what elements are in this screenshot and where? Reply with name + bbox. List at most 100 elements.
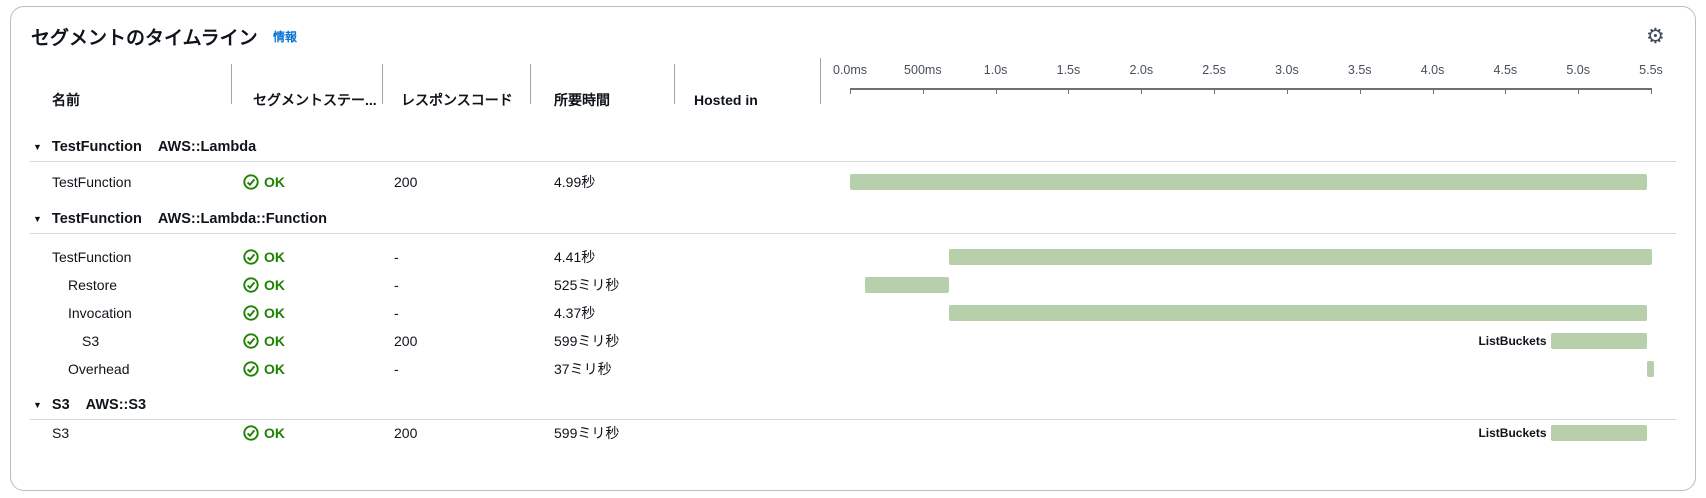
response-code: - bbox=[394, 249, 399, 265]
timeline-bar[interactable] bbox=[850, 174, 1647, 190]
timeline-ruler bbox=[850, 88, 1651, 90]
segment-row[interactable]: S3 OK 200 599ミリ秒 ListBuckets bbox=[0, 327, 1706, 355]
ruler-tick bbox=[1359, 88, 1361, 94]
duration: 4.37秒 bbox=[554, 305, 596, 321]
segment-name: S3 bbox=[82, 333, 100, 349]
status-ok-icon bbox=[243, 249, 259, 265]
segment-name: Invocation bbox=[68, 305, 132, 321]
ruler-tick bbox=[1214, 88, 1216, 94]
segment-row[interactable]: Restore OK - 525ミリ秒 bbox=[0, 271, 1706, 299]
segment-name: S3 bbox=[52, 425, 70, 441]
group-header[interactable]: ▼ S3 AWS::S3 bbox=[33, 391, 146, 419]
gear-icon[interactable]: ⚙ bbox=[1646, 24, 1665, 48]
ruler-tick-label: 4.0s bbox=[1420, 63, 1445, 77]
ruler-tick bbox=[1068, 88, 1070, 94]
group-type: AWS::Lambda::Function bbox=[157, 211, 328, 227]
status-label: OK bbox=[264, 425, 285, 441]
column-divider bbox=[382, 64, 383, 104]
response-code: 200 bbox=[394, 174, 418, 190]
status-label: OK bbox=[264, 333, 285, 349]
status-ok-icon bbox=[243, 305, 259, 321]
ruler-tick bbox=[1141, 88, 1143, 94]
status-label: OK bbox=[264, 174, 285, 190]
column-header-status: セグメントステー... bbox=[253, 92, 377, 108]
segment-status: OK bbox=[243, 355, 285, 383]
panel-title: セグメントのタイムライン bbox=[31, 28, 258, 49]
column-header-duration: 所要時間 bbox=[554, 92, 610, 108]
ruler-tick bbox=[1432, 88, 1434, 94]
column-divider bbox=[674, 64, 675, 104]
duration: 599ミリ秒 bbox=[554, 425, 620, 441]
collapse-triangle-icon[interactable]: ▼ bbox=[33, 400, 42, 410]
column-divider bbox=[530, 64, 531, 104]
duration: 599ミリ秒 bbox=[554, 333, 620, 349]
segment-timeline-panel bbox=[10, 6, 1696, 491]
ruler-tick bbox=[1578, 88, 1580, 94]
status-label: OK bbox=[264, 249, 285, 265]
column-divider bbox=[231, 64, 232, 104]
group-separator bbox=[30, 233, 1676, 234]
segment-row[interactable]: Invocation OK - 4.37秒 bbox=[0, 299, 1706, 327]
ruler-tick-label: 500ms bbox=[904, 63, 942, 77]
group-type: AWS::S3 bbox=[85, 397, 147, 413]
response-code: 200 bbox=[394, 333, 418, 349]
segment-status: OK bbox=[243, 419, 285, 447]
timeline-bar[interactable] bbox=[1550, 425, 1647, 441]
segment-row[interactable]: S3 OK 200 599ミリ秒 ListBuckets bbox=[0, 419, 1706, 447]
collapse-triangle-icon[interactable]: ▼ bbox=[33, 142, 42, 152]
status-label: OK bbox=[264, 277, 285, 293]
status-ok-icon bbox=[243, 277, 259, 293]
duration: 525ミリ秒 bbox=[554, 277, 620, 293]
bar-annotation: ListBuckets bbox=[1478, 426, 1547, 440]
group-name: TestFunction bbox=[51, 139, 142, 155]
segment-status: OK bbox=[243, 271, 285, 299]
column-header-hosted-in: Hosted in bbox=[694, 92, 758, 108]
ruler-tick-label: 5.5s bbox=[1639, 63, 1663, 77]
segment-status: OK bbox=[243, 168, 285, 196]
ruler-tick-label: 3.0s bbox=[1275, 63, 1299, 77]
collapse-triangle-icon[interactable]: ▼ bbox=[33, 214, 42, 224]
ruler-tick-label: 3.5s bbox=[1347, 63, 1372, 77]
segment-name: TestFunction bbox=[52, 249, 132, 265]
ruler-tick-label: 2.5s bbox=[1202, 63, 1226, 77]
duration: 4.41秒 bbox=[554, 249, 596, 265]
timeline-bar[interactable] bbox=[864, 277, 950, 293]
segment-row[interactable]: TestFunction OK - 4.41秒 bbox=[0, 243, 1706, 271]
response-code: - bbox=[394, 305, 399, 321]
info-link[interactable]: 情報 bbox=[273, 30, 298, 44]
status-ok-icon bbox=[243, 174, 259, 190]
ruler-tick-label: 5.0s bbox=[1566, 63, 1590, 77]
segment-row[interactable]: TestFunction OK 200 4.99秒 bbox=[0, 168, 1706, 196]
group-type: AWS::Lambda bbox=[157, 139, 257, 155]
segment-status: OK bbox=[243, 299, 285, 327]
response-code: 200 bbox=[394, 425, 418, 441]
ruler-tick bbox=[1286, 88, 1288, 94]
segment-name: TestFunction bbox=[52, 174, 132, 190]
ruler-tick-label: 1.0s bbox=[983, 63, 1008, 77]
ruler-tick bbox=[1505, 88, 1507, 94]
ruler-tick-label: 0.0ms bbox=[832, 63, 868, 77]
response-code: - bbox=[394, 361, 399, 377]
timeline-bar[interactable] bbox=[949, 305, 1647, 321]
group-separator bbox=[30, 161, 1676, 162]
response-code: - bbox=[394, 277, 399, 293]
status-ok-icon bbox=[243, 361, 259, 377]
group-separator bbox=[30, 419, 1676, 420]
group-header[interactable]: ▼ TestFunction AWS::Lambda bbox=[33, 133, 256, 161]
ruler-tick bbox=[850, 88, 851, 94]
duration: 4.99秒 bbox=[554, 174, 596, 190]
ruler-tick-label: 4.5s bbox=[1493, 63, 1518, 77]
timeline-bar[interactable] bbox=[1550, 333, 1647, 349]
status-label: OK bbox=[264, 305, 285, 321]
ruler-tick bbox=[1651, 88, 1652, 94]
timeline-bar[interactable] bbox=[949, 249, 1653, 265]
column-divider bbox=[820, 58, 821, 104]
group-header[interactable]: ▼ TestFunction AWS::Lambda::Function bbox=[33, 205, 327, 233]
segment-status: OK bbox=[243, 327, 285, 355]
timeline-bar[interactable] bbox=[1646, 361, 1654, 377]
group-name: TestFunction bbox=[51, 211, 142, 227]
segment-row[interactable]: Overhead OK - 37ミリ秒 bbox=[0, 355, 1706, 383]
ruler-tick-label: 1.5s bbox=[1056, 63, 1081, 77]
group-name: S3 bbox=[51, 397, 70, 413]
